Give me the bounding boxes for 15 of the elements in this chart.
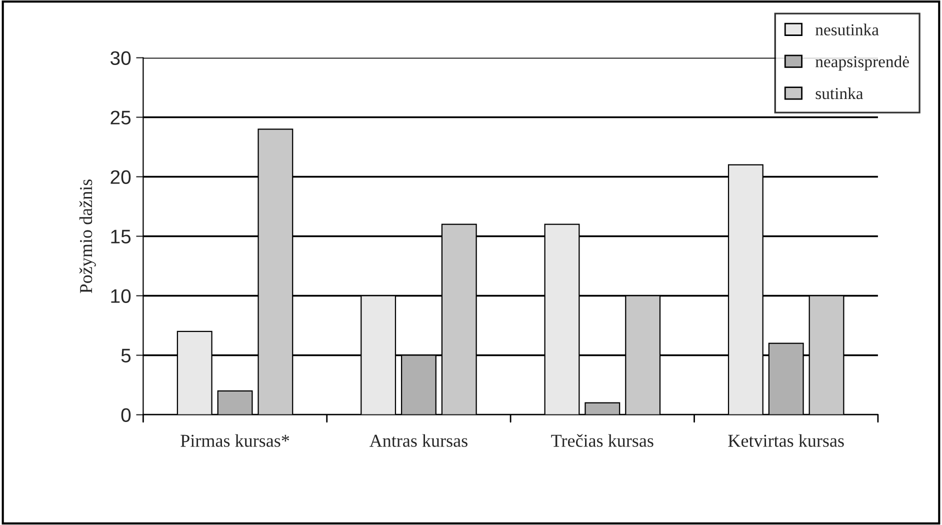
x-tick-label: Antras kursas: [370, 434, 468, 447]
y-tick-label: 20: [110, 170, 131, 184]
legend-label: neapsisprendė: [816, 56, 909, 71]
y-axis-title: Požymio dažnis: [79, 179, 96, 294]
y-tick-label: 15: [111, 230, 131, 244]
y-tick-label: 0: [121, 408, 131, 422]
legend-label: nesutinka: [816, 24, 879, 36]
y-tick-label: 10: [111, 289, 131, 303]
y-tick-label: 25: [110, 110, 131, 124]
x-tick-label: Trečias kursas: [551, 434, 654, 447]
y-tick-label: 5: [121, 348, 131, 362]
legend-label: sutinka: [816, 87, 864, 100]
x-tick-label: Ketvirtas kursas: [728, 434, 844, 447]
x-tick-label: Pirmas kursas*: [180, 434, 290, 447]
y-tick-label: 30: [110, 51, 131, 65]
